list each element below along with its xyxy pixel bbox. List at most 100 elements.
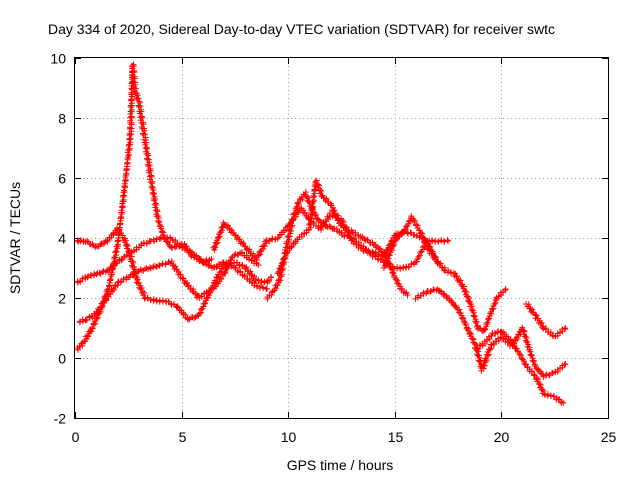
- data-point: [191, 254, 198, 261]
- data-point: [372, 253, 379, 260]
- x-tick-label: 20: [494, 429, 510, 445]
- data-point: [112, 249, 119, 256]
- data-point: [280, 256, 287, 263]
- chart-title: Day 334 of 2020, Sidereal Day-to-day VTE…: [48, 21, 555, 37]
- data-point: [537, 381, 544, 388]
- data-point: [150, 297, 157, 304]
- data-point: [255, 277, 262, 284]
- data-point: [453, 273, 460, 280]
- data-point: [530, 358, 537, 365]
- data-point: [138, 284, 145, 291]
- data-point: [357, 242, 364, 249]
- x-tick-label: 10: [281, 429, 297, 445]
- data-point: [110, 231, 117, 238]
- data-point: [90, 321, 97, 328]
- y-tick-label: 6: [58, 171, 66, 187]
- data-point: [109, 265, 116, 272]
- data-point: [462, 321, 469, 328]
- data-point: [198, 306, 205, 313]
- data-point: [222, 268, 229, 275]
- data-point: [470, 312, 477, 319]
- data-point: [99, 303, 106, 310]
- data-point: [147, 296, 154, 303]
- y-tick-label: 4: [58, 231, 66, 247]
- data-point: [261, 278, 268, 285]
- data-point: [150, 191, 157, 198]
- data-point: [107, 275, 114, 282]
- data-point: [432, 254, 439, 261]
- data-point: [420, 289, 427, 296]
- data-point: [216, 233, 223, 240]
- series-3: [74, 61, 215, 353]
- data-point: [318, 188, 325, 195]
- data-point: [477, 357, 484, 364]
- data-point: [159, 229, 166, 236]
- data-point: [465, 325, 472, 332]
- data-point: [397, 265, 404, 272]
- data-point: [288, 227, 295, 234]
- data-point: [248, 279, 255, 286]
- data-point: [460, 315, 467, 322]
- data-point: [113, 248, 120, 255]
- data-point: [361, 235, 368, 242]
- data-point: [562, 325, 569, 331]
- data-point: [535, 366, 542, 373]
- data-point: [150, 190, 157, 197]
- data-point: [85, 333, 92, 340]
- data-point: [165, 239, 172, 246]
- x-axis-ticks: 0 5 10 15 20 25: [72, 58, 616, 445]
- plot-frame: [74, 57, 609, 419]
- data-point: [89, 314, 96, 321]
- data-point: [200, 259, 207, 266]
- data-point: [259, 284, 266, 291]
- data-point: [242, 265, 249, 272]
- data-point: [547, 392, 554, 399]
- data-point: [233, 259, 240, 266]
- x-tick-label: 15: [388, 429, 404, 445]
- data-point: [192, 313, 199, 320]
- series-4: [76, 249, 262, 326]
- data-point: [473, 318, 480, 325]
- series-9: [412, 286, 569, 380]
- data-point: [223, 266, 230, 273]
- data-point: [93, 308, 100, 315]
- data-point: [481, 327, 488, 334]
- data-point: [134, 92, 141, 99]
- data-point: [502, 286, 509, 292]
- data-point: [255, 262, 262, 268]
- data-point: [313, 177, 320, 184]
- data-point: [302, 189, 309, 196]
- data-point: [226, 225, 233, 232]
- y-axis-ticks: -2 0 2 4 6 8 10: [50, 51, 608, 427]
- data-point: [537, 320, 544, 327]
- data-point: [84, 238, 91, 245]
- data-point: [127, 136, 134, 143]
- data-point: [539, 324, 546, 331]
- x-tick-label: 5: [179, 429, 187, 445]
- data-point: [100, 240, 107, 247]
- data-point: [262, 238, 269, 245]
- data-point: [144, 295, 151, 302]
- data-point: [279, 260, 286, 267]
- data-point: [427, 288, 434, 295]
- data-point: [92, 244, 99, 251]
- y-tick-label: -2: [54, 411, 67, 427]
- data-point: [212, 244, 219, 251]
- data-point: [390, 242, 397, 249]
- data-point: [202, 300, 209, 307]
- data-point: [457, 277, 464, 284]
- data-point: [149, 189, 156, 196]
- data-point: [491, 330, 498, 337]
- data-point: [136, 99, 143, 106]
- data-point: [525, 341, 532, 348]
- data-point: [154, 208, 161, 215]
- data-point: [292, 211, 299, 218]
- series-7: [274, 177, 411, 298]
- series-11: [523, 300, 569, 340]
- data-point: [189, 288, 196, 295]
- data-point: [326, 223, 333, 230]
- data-point: [276, 265, 283, 272]
- data-point: [411, 232, 418, 239]
- data-point: [208, 256, 215, 262]
